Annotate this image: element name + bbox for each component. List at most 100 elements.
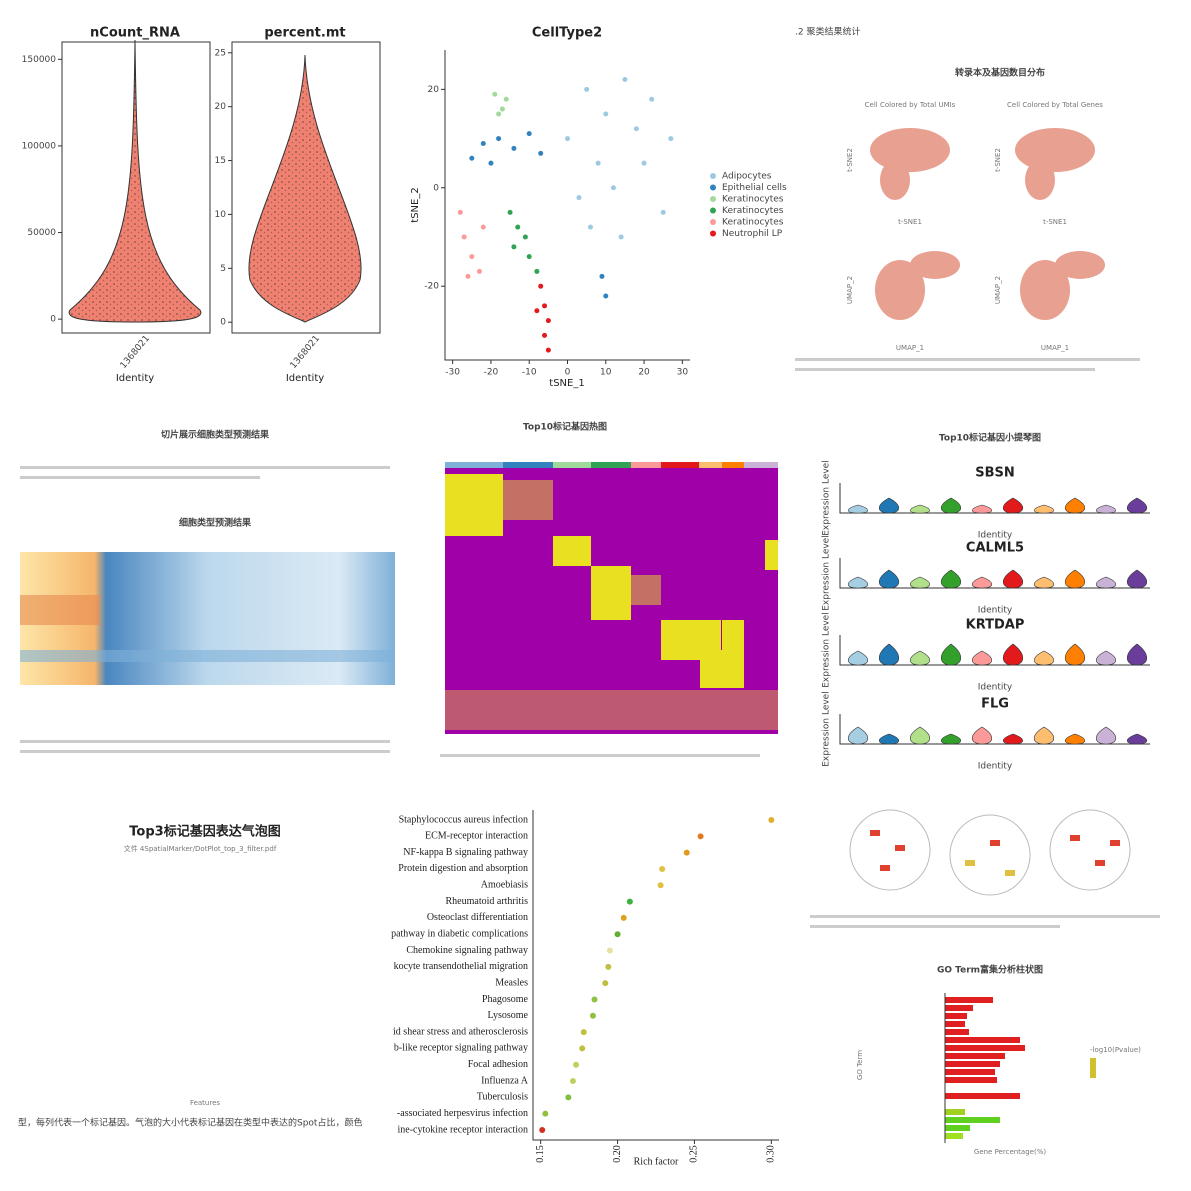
legend-label: Keratinocytes [722,206,784,216]
x-axis-label: Identity [978,531,1013,541]
caption-line [795,368,1095,371]
x-tick-label: -20 [484,368,499,378]
axis-label: UMAP_2 [846,276,854,304]
legend-label: Neutrophil LP [722,229,783,239]
go-bars [945,997,1025,1139]
violin [1126,497,1148,514]
jitter [248,55,362,322]
point [768,817,775,823]
legend-title: -log10(Pvalue) [1090,1046,1141,1054]
point [603,293,609,299]
y-tick-label: 50000 [27,228,56,238]
panel-border [231,41,381,334]
thumb-title: Cell Colored by Total Genes [1007,101,1103,109]
x-tick-label: 1368021 [289,334,322,371]
caption-line [20,476,260,479]
point [480,140,486,146]
point [469,254,475,260]
axis-label: Gene Percentage(%) [974,1148,1046,1156]
axis-label: UMAP_1 [1041,344,1069,352]
point [649,96,655,102]
chart-title: percent.mt [264,26,345,41]
x-axis-label: Identity [978,606,1013,616]
x-axis-label: Identity [978,683,1013,693]
point [496,111,502,117]
point [480,224,486,230]
legend-swatch [710,207,716,214]
violin [1002,569,1024,589]
y-tick-label: 25 [215,48,226,58]
point [603,111,609,117]
subtitle: 转录本及基因数目分布 [955,67,1045,79]
point [641,160,647,166]
point [542,303,548,309]
violin [971,576,993,589]
violin [1095,650,1117,666]
category-label: -associated herpesvirus infection [397,1108,528,1119]
category-label: Influenza A [481,1075,529,1086]
point [526,254,532,260]
violin [1126,733,1148,745]
x-axis-label: Rich factor [634,1156,679,1167]
point [538,150,544,156]
axis-label: UMAP_2 [994,276,1002,304]
chart-title: nCount_RNA [90,26,180,41]
violin [940,497,962,514]
point [605,963,612,970]
category-label: ECM-receptor interaction [425,831,528,842]
violin [1033,504,1055,514]
heading: .2 聚类结果统计 [795,26,860,38]
y-tick-label: 0 [220,318,226,328]
point [569,1078,576,1085]
violin [971,650,993,666]
violin [940,643,962,666]
axis-label: t-SNE2 [846,148,854,172]
violin [847,576,869,589]
violin [1126,643,1148,666]
point [488,160,494,166]
violin [1033,726,1055,745]
violin [909,504,931,514]
violin [878,643,900,666]
point [526,131,532,137]
point [534,268,540,274]
violin [909,650,931,666]
gene-title: KRTDAP [966,618,1025,633]
category-label: Focal adhesion [468,1059,528,1070]
violin [971,504,993,514]
x-tick-label: 1368021 [119,334,152,371]
point [610,185,616,191]
violin [1033,576,1055,589]
caption-line [440,754,760,757]
category-label: b-like receptor signaling pathway [394,1043,528,1054]
violin [1033,650,1055,666]
chart-title: CellType2 [532,26,602,41]
y-tick-label: 0 [433,183,439,193]
axis-label: Features [190,1099,220,1107]
point [587,224,593,230]
thumbnails [870,128,1105,320]
point [584,86,590,92]
point [461,234,467,240]
point [503,96,509,102]
legend-swatch [710,196,716,202]
violin [909,576,931,589]
axis-label: t-SNE2 [994,148,1002,172]
violin [847,650,869,666]
category-label: Staphylococcus aureus infection [399,814,528,825]
point [511,244,517,250]
point [538,283,544,289]
x-tick-label: 0.30 [766,1145,777,1163]
legend-label: Epithelial cells [722,183,787,193]
point [622,77,628,83]
jitter [69,40,201,322]
point [683,849,690,856]
violin [847,504,869,514]
point [565,1094,572,1101]
category-label: ine-cytokine receptor interaction [398,1124,529,1135]
gene-title: FLG [981,697,1009,712]
point [542,332,548,338]
x-tick-label: -10 [522,368,537,378]
point [606,947,613,954]
point [545,347,551,353]
